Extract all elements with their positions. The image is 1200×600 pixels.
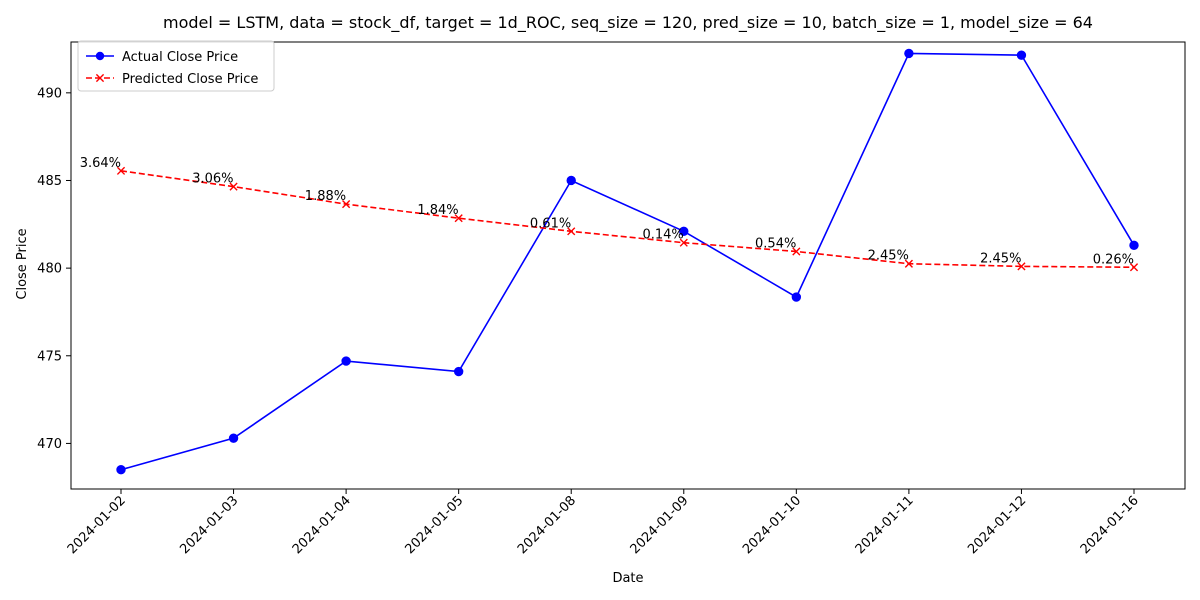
actual-close-price-line bbox=[120, 52, 1135, 471]
plot-area: 470 475 480 485 490 2024-01-02 2024-01-03 2024-… bbox=[37, 40, 1186, 557]
x-tick-label: 2024-01-09 bbox=[628, 493, 692, 557]
actual-price-marker bbox=[904, 48, 914, 59]
predicted-price-marker bbox=[116, 166, 126, 175]
actual-price-marker bbox=[566, 175, 576, 186]
x-tick-label: 2024-01-04 bbox=[290, 493, 354, 557]
actual-price-marker bbox=[116, 465, 126, 475]
roc-annotation: 0.14% bbox=[642, 228, 683, 243]
y-tick-label: 470 bbox=[37, 437, 62, 452]
x-tick-label: 2024-01-11 bbox=[853, 493, 917, 557]
predicted-price-marker bbox=[567, 227, 576, 236]
y-tick-label: 490 bbox=[37, 86, 62, 101]
actual-price-marker bbox=[341, 356, 351, 366]
roc-annotation: 1.88% bbox=[305, 189, 346, 204]
actual-price-marker bbox=[679, 226, 689, 237]
legend-box bbox=[77, 40, 275, 92]
predicted-close-price-line bbox=[120, 170, 1135, 269]
roc-annotation: 2.45% bbox=[980, 251, 1021, 266]
legend-label: Predicted Close Price bbox=[122, 72, 258, 87]
y-tick-label: 485 bbox=[37, 174, 62, 189]
legend-marker bbox=[95, 73, 105, 83]
predicted-price-marker bbox=[1129, 263, 1139, 272]
actual-price-marker bbox=[791, 292, 802, 302]
x-tick-label: 2024-01-02 bbox=[65, 493, 129, 557]
roc-annotation: 3.64% bbox=[80, 156, 121, 171]
x-tick-label: 2024-01-10 bbox=[740, 493, 804, 557]
y-axis-label: Close Price bbox=[15, 228, 30, 299]
y-tick-label: 480 bbox=[37, 262, 62, 277]
actual-price-marker bbox=[228, 433, 239, 443]
actual-price-marker bbox=[453, 366, 464, 377]
predicted-price-marker bbox=[904, 259, 913, 268]
roc-annotation: 0.54% bbox=[755, 236, 796, 251]
x-tick-label: 2024-01-05 bbox=[402, 493, 466, 557]
chart-title: model = LSTM, data = stock_df, target = … bbox=[163, 13, 1093, 33]
predicted-price-marker bbox=[792, 247, 801, 256]
predicted-price-marker bbox=[454, 214, 463, 223]
predicted-price-marker bbox=[229, 182, 238, 191]
predicted-price-marker bbox=[342, 200, 351, 209]
y-tick-label: 475 bbox=[37, 349, 62, 364]
roc-annotation: 3.06% bbox=[192, 172, 233, 187]
legend-label: Actual Close Price bbox=[122, 50, 238, 65]
plot-frame bbox=[70, 41, 1186, 490]
x-tick-label: 2024-01-16 bbox=[1078, 493, 1142, 557]
x-tick-label: 2024-01-03 bbox=[177, 493, 241, 557]
predicted-price-marker bbox=[1017, 262, 1026, 271]
roc-annotation: 1.84% bbox=[417, 203, 458, 218]
actual-price-marker bbox=[1129, 240, 1139, 251]
roc-annotation: 0.61% bbox=[530, 216, 571, 231]
predicted-price-marker bbox=[679, 238, 688, 247]
x-tick-label: 2024-01-12 bbox=[965, 493, 1029, 557]
x-axis-label: Date bbox=[612, 571, 643, 586]
legend: Actual Close Price Predicted Close Price bbox=[77, 40, 275, 92]
roc-annotation: 2.45% bbox=[868, 249, 909, 264]
actual-price-marker bbox=[1016, 50, 1027, 60]
roc-annotation: 0.26% bbox=[1093, 252, 1134, 267]
x-tick-label: 2024-01-08 bbox=[515, 493, 579, 557]
legend-marker bbox=[95, 51, 105, 61]
